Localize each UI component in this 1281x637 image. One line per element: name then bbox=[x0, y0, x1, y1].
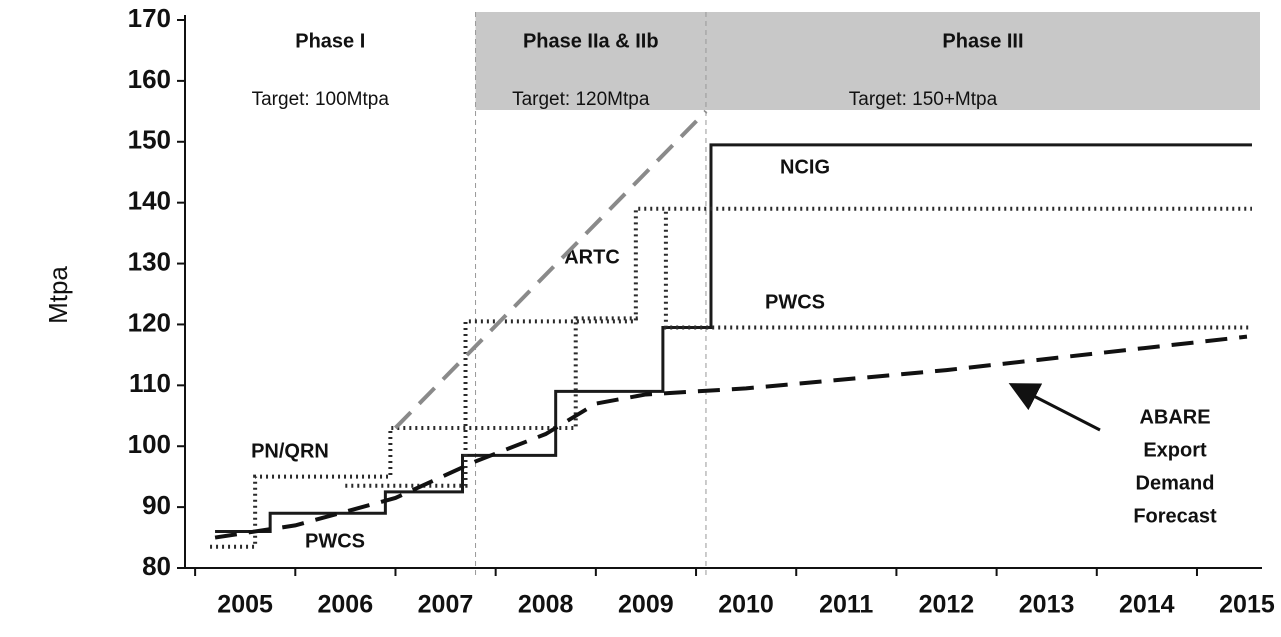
annotation: Demand bbox=[1136, 472, 1215, 494]
phase-label: Phase I bbox=[295, 30, 365, 52]
y-tick-label: 140 bbox=[128, 186, 171, 216]
series-label: PWCS bbox=[765, 291, 825, 313]
x-tick-label: 2007 bbox=[418, 591, 474, 619]
phase-band bbox=[705, 12, 1260, 110]
phase-band bbox=[475, 12, 706, 110]
series-line bbox=[663, 211, 1252, 330]
y-tick-label: 90 bbox=[142, 490, 171, 520]
x-tick-label: 2015 bbox=[1219, 591, 1275, 619]
y-tick-label: 130 bbox=[128, 246, 171, 276]
y-tick-label: 100 bbox=[128, 429, 171, 459]
x-tick-label: 2011 bbox=[819, 591, 873, 619]
phase-target: Target: 150+Mtpa bbox=[849, 89, 998, 110]
series-line bbox=[214, 334, 1248, 540]
x-tick-label: 2008 bbox=[518, 591, 574, 619]
y-tick-label: 160 bbox=[128, 64, 171, 94]
series-label: NCIG bbox=[780, 156, 830, 178]
annotation: Forecast bbox=[1133, 505, 1217, 527]
x-tick-label: 2009 bbox=[618, 591, 674, 619]
series-line bbox=[393, 109, 708, 430]
series-label: ARTC bbox=[564, 246, 620, 268]
x-tick-label: 2013 bbox=[1019, 591, 1075, 619]
annotation: Export bbox=[1143, 439, 1207, 461]
background bbox=[475, 12, 1260, 578]
y-axis-label: Mtpa bbox=[43, 266, 73, 324]
y-tick-label: 110 bbox=[129, 368, 171, 398]
phase-target: Target: 100Mtpa bbox=[252, 89, 390, 110]
y-tick-label: 80 bbox=[142, 551, 171, 581]
phase-label: Phase IIa & IIb bbox=[523, 30, 659, 52]
arrow bbox=[1008, 383, 1101, 432]
series-line bbox=[345, 206, 1252, 488]
annotation: ABARE bbox=[1139, 406, 1210, 428]
series-label: PN/QRN bbox=[251, 440, 329, 462]
y-tick-label: 170 bbox=[128, 3, 171, 33]
series-line bbox=[215, 143, 1252, 533]
phase-label: Phase III bbox=[942, 30, 1023, 52]
annotation: PWCS bbox=[305, 530, 365, 552]
x-tick-label: 2014 bbox=[1119, 591, 1175, 619]
x-tick-label: 2010 bbox=[718, 591, 774, 619]
y-tick-label: 120 bbox=[128, 307, 171, 337]
x-tick-label: 2005 bbox=[217, 591, 273, 619]
x-tick-label: 2012 bbox=[919, 591, 975, 619]
y-tick-label: 150 bbox=[128, 125, 171, 155]
x-tick-label: 2006 bbox=[317, 591, 373, 619]
phase-target: Target: 120Mtpa bbox=[512, 89, 650, 110]
